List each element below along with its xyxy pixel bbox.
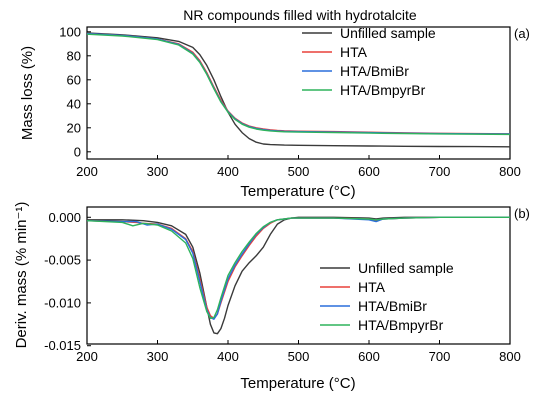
a-series-line-1: [86, 32, 511, 135]
panel-b-legend: Unfilled sample HTA HTA/BmiBr HTA/BmpyrBr: [320, 260, 454, 333]
panel-a-ylabel: Mass loss (%): [19, 46, 36, 140]
a-series-line-3: [86, 33, 511, 136]
panel-a-frame: [86, 26, 511, 160]
a-series-line-2: [86, 32, 511, 135]
panel-b: 200 300 400 500 600 700 800 0.000 -0.005 -0.010 -0…: [13, 202, 530, 392]
b-xtick-label-4: 600: [358, 349, 380, 364]
a-xtick-label-2: 400: [217, 164, 239, 179]
a-ytick-label-4: 80: [67, 48, 81, 63]
a-xtick-label-1: 300: [147, 164, 169, 179]
b-series-line-3: [86, 216, 510, 319]
panel-b-label: (b): [514, 206, 530, 221]
b-xtick-label-2: 400: [217, 349, 239, 364]
a-legend-label-0: Unfilled sample: [340, 25, 436, 41]
a-xtick-label-6: 800: [499, 164, 521, 179]
a-xtick-label-5: 700: [429, 164, 451, 179]
panel-a-xlabel: Temperature (°C): [240, 183, 355, 200]
b-series-line-0: [87, 216, 510, 335]
a-xtick-label-4: 600: [358, 164, 380, 179]
panel-a-legend: Unfilled sample HTA HTA/BmiBr HTA/BmpyrBr: [302, 25, 436, 98]
a-series-line-0: [86, 32, 511, 148]
a-ytick-label-0: 0: [74, 144, 81, 159]
b-legend-label-0: Unfilled sample: [358, 260, 454, 276]
b-xtick-label-6: 800: [499, 349, 521, 364]
b-ytick-label-3: -0.015: [44, 338, 81, 353]
b-xtick-label-0: 200: [76, 349, 98, 364]
b-ytick-label-1: -0.005: [44, 253, 81, 268]
panel-a-label: (a): [514, 26, 530, 41]
b-legend-label-2: HTA/BmiBr: [358, 298, 427, 314]
a-xtick-label-3: 500: [288, 164, 310, 179]
b-xtick-label-3: 500: [288, 349, 310, 364]
a-xtick-label-0: 200: [76, 164, 98, 179]
a-ytick-label-2: 40: [67, 96, 81, 111]
chart-title: NR compounds filled with hydrotalcite: [183, 7, 417, 23]
a-legend-label-1: HTA: [340, 44, 368, 60]
b-xtick-label-5: 700: [429, 349, 451, 364]
b-ytick-label-0: 0.000: [48, 210, 81, 225]
b-ytick-label-2: -0.010: [44, 295, 81, 310]
a-ytick-label-3: 60: [67, 72, 81, 87]
a-ytick-label-5: 100: [59, 24, 81, 39]
b-legend-label-3: HTA/BmpyrBr: [358, 317, 444, 333]
panel-b-xlabel: Temperature (°C): [240, 375, 355, 392]
panel-b-ylabel: Deriv. mass (% min⁻¹): [13, 202, 30, 349]
b-xtick-label-1: 300: [147, 349, 169, 364]
a-legend-label-2: HTA/BmiBr: [340, 63, 409, 79]
panel-a: NR compounds filled with hydrotalcite 20…: [19, 7, 530, 200]
panel-a-ticks: 200 300 400 500 600 700 800 0 20 40 60 80 100: [59, 24, 521, 179]
panel-b-series: [86, 216, 510, 335]
a-legend-label-3: HTA/BmpyrBr: [340, 82, 426, 98]
a-ytick-label-1: 20: [67, 120, 81, 135]
panel-a-series: [86, 32, 511, 148]
b-legend-label-1: HTA: [358, 279, 386, 295]
panel-b-ticks: 200 300 400 500 600 700 800 0.000 -0.005 -0.010 -0…: [44, 210, 521, 364]
